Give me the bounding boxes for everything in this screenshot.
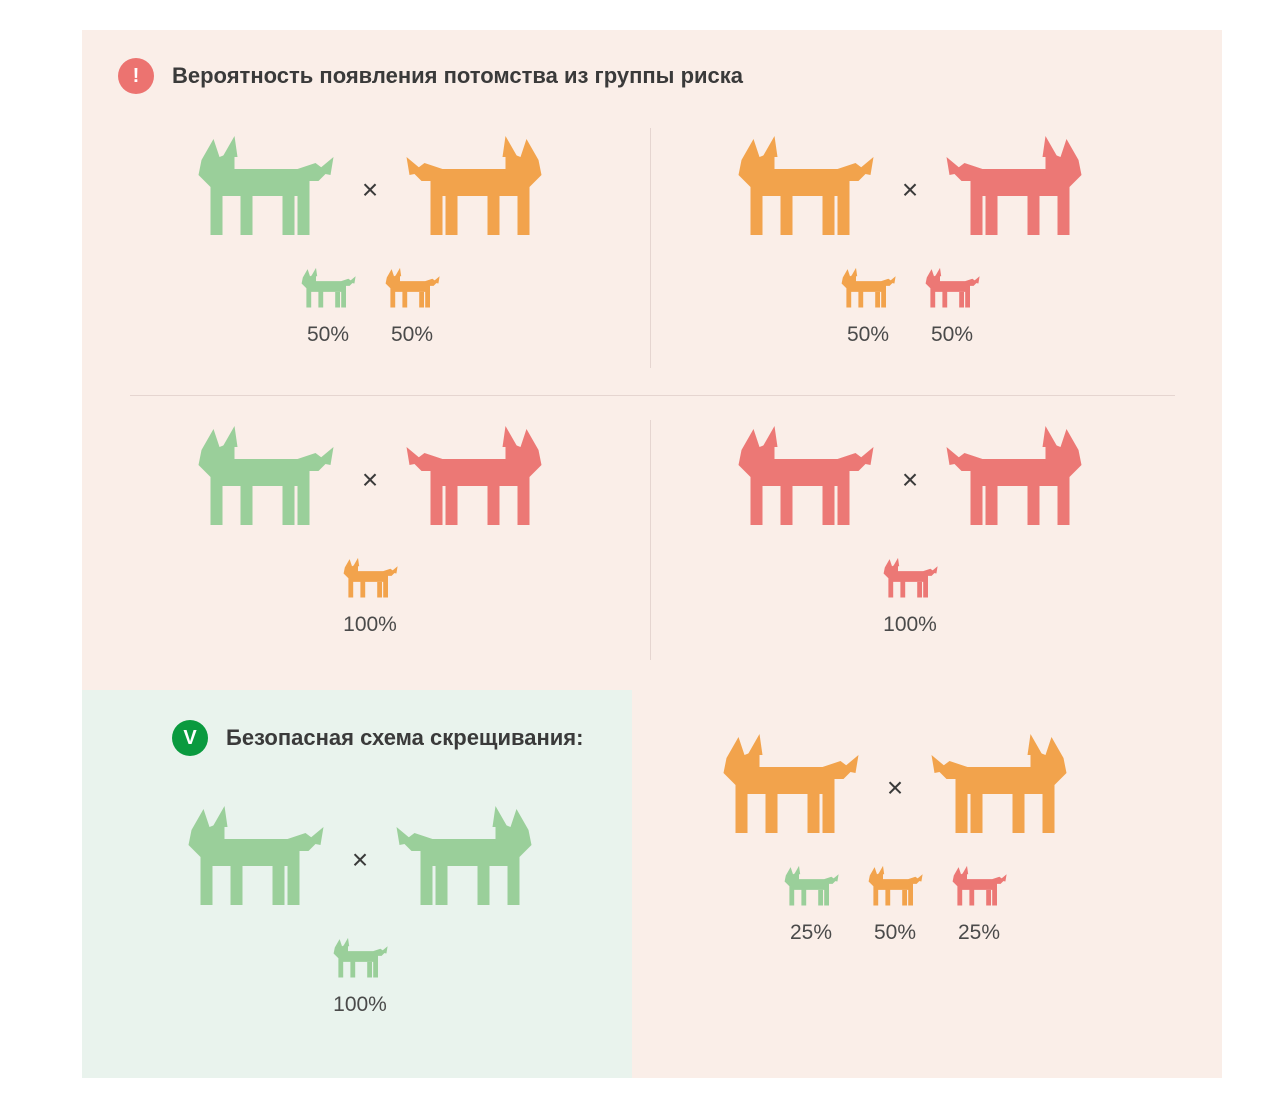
risk-title: Вероятность появления потомства из групп… (172, 63, 743, 89)
offspring-row: 100% (330, 932, 390, 1017)
cross-symbol: × (902, 464, 918, 496)
offspring-row: 50% 50% (838, 262, 982, 347)
offspring-pct: 100% (883, 613, 937, 637)
divider-v1 (650, 128, 651, 368)
cross-symbol: × (352, 844, 368, 876)
offspring-pct: 25% (790, 921, 832, 945)
risk-badge-symbol: ! (133, 65, 140, 88)
cross-pair-safe: × 100% (160, 800, 560, 1017)
safe-badge-symbol: V (183, 727, 196, 750)
offspring-pct: 100% (343, 613, 397, 637)
offspring-pct: 50% (874, 921, 916, 945)
dog-icon (838, 262, 898, 317)
dog-icon (781, 860, 841, 915)
offspring-row: 25% 50% 25% (781, 860, 1009, 945)
dog-icon (922, 262, 982, 317)
cross-pair-p3: × 100% (170, 420, 570, 637)
dog-icon (880, 552, 940, 607)
cross-pair-p4: × 100% (710, 420, 1110, 637)
offspring-item: 25% (781, 860, 841, 945)
offspring-pct: 50% (931, 323, 973, 347)
parents-row: × (177, 800, 543, 920)
dog-icon (177, 800, 332, 920)
offspring-pct: 50% (847, 323, 889, 347)
offspring-row: 100% (340, 552, 400, 637)
offspring-item: 50% (382, 262, 442, 347)
parents-row: × (727, 130, 1093, 250)
parents-row: × (727, 420, 1093, 540)
dog-icon (923, 728, 1078, 848)
offspring-item: 100% (330, 932, 390, 1017)
dog-icon (388, 800, 543, 920)
dog-icon (330, 932, 390, 987)
divider-v2 (650, 420, 651, 660)
dog-icon (382, 262, 442, 317)
dog-icon (398, 420, 553, 540)
offspring-item: 100% (340, 552, 400, 637)
cross-pair-p1: × 50% 50% (170, 130, 570, 347)
dog-icon (938, 420, 1093, 540)
offspring-row: 100% (880, 552, 940, 637)
offspring-row: 50% 50% (298, 262, 442, 347)
cross-symbol: × (887, 772, 903, 804)
dog-icon (298, 262, 358, 317)
dog-icon (187, 420, 342, 540)
cross-symbol: × (362, 174, 378, 206)
parents-row: × (187, 420, 553, 540)
parents-row: × (712, 728, 1078, 848)
dog-icon (712, 728, 867, 848)
safe-badge-icon: V (172, 720, 208, 756)
dog-icon (727, 130, 882, 250)
cross-pair-p2: × 50% 50% (710, 130, 1110, 347)
dog-icon (398, 130, 553, 250)
dog-icon (865, 860, 925, 915)
safe-header: V Безопасная схема скрещивания: (172, 720, 583, 756)
dog-icon (727, 420, 882, 540)
parents-row: × (187, 130, 553, 250)
cross-symbol: × (902, 174, 918, 206)
risk-badge-icon: ! (118, 58, 154, 94)
risk-header: ! Вероятность появления потомства из гру… (118, 58, 743, 94)
offspring-pct: 100% (333, 993, 387, 1017)
offspring-pct: 25% (958, 921, 1000, 945)
dog-icon (340, 552, 400, 607)
offspring-item: 50% (298, 262, 358, 347)
offspring-item: 25% (949, 860, 1009, 945)
dog-icon (949, 860, 1009, 915)
cross-symbol: × (362, 464, 378, 496)
offspring-item: 100% (880, 552, 940, 637)
offspring-item: 50% (838, 262, 898, 347)
dog-icon (938, 130, 1093, 250)
divider-h1 (130, 395, 1175, 396)
safe-title: Безопасная схема скрещивания: (226, 725, 583, 751)
offspring-pct: 50% (307, 323, 349, 347)
offspring-pct: 50% (391, 323, 433, 347)
offspring-item: 50% (922, 262, 982, 347)
offspring-item: 50% (865, 860, 925, 945)
dog-icon (187, 130, 342, 250)
cross-pair-p5: × 25% 50% (695, 728, 1095, 945)
